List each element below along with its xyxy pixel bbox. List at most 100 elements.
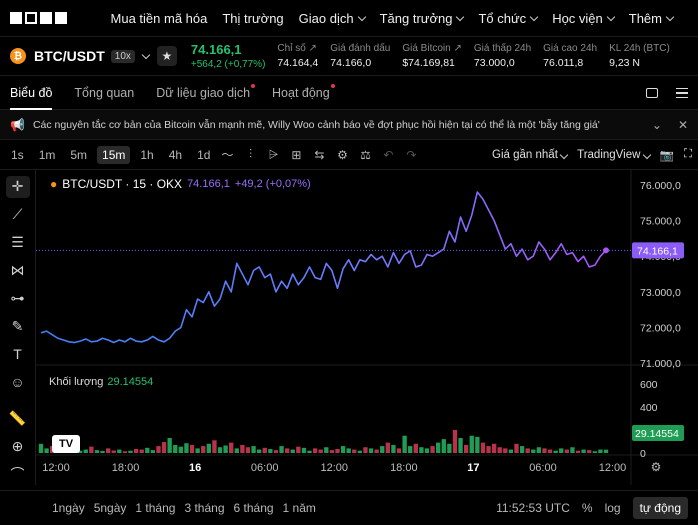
brush-icon[interactable]: ✎ [11, 317, 24, 334]
undo-icon[interactable]: ↶ [383, 147, 394, 162]
tab-overview[interactable]: Tổng quan [74, 76, 134, 110]
indicators-icon[interactable]: ⫶ [248, 147, 252, 161]
chevron-down-icon[interactable] [141, 50, 151, 59]
stat-24h-high: Giá cao 24h 76.011,8 [543, 43, 597, 69]
volume-bar [139, 449, 144, 453]
range-6m[interactable]: 6 tháng [233, 501, 274, 515]
volume-bar [318, 449, 323, 453]
trendline-icon[interactable]: ⟋ [12, 206, 23, 223]
redo-icon[interactable]: ↷ [406, 147, 417, 162]
volume-bar [357, 450, 363, 453]
emoji-icon[interactable]: ☺ [10, 374, 25, 391]
settings-icon[interactable]: ⚙ [337, 147, 348, 162]
volume-bar [212, 440, 217, 453]
log-toggle[interactable]: log [604, 501, 621, 515]
time-tick-label: 18:00 [112, 462, 140, 474]
nav-item-academy[interactable]: Học viện [552, 11, 616, 26]
nav-item-growth[interactable]: Tăng trưởng [380, 11, 465, 26]
volume-tick-label: 600 [640, 379, 658, 391]
compare-icon[interactable]: ⇆ [314, 147, 325, 162]
chevron-down-icon [456, 12, 465, 21]
external-link-icon[interactable]: ↗ [453, 43, 462, 54]
range-3m[interactable]: 3 tháng [184, 501, 225, 515]
nav-item-buy-crypto[interactable]: Mua tiền mã hóa [111, 11, 208, 26]
volume-bar [408, 446, 413, 453]
scale-icon[interactable]: ⚖ [360, 147, 371, 162]
timeframe-1d[interactable]: 1d [197, 147, 211, 162]
price-change: +564,2 (+0,77%) [190, 59, 266, 70]
auto-scale-toggle[interactable]: tự động [632, 497, 688, 519]
crosshair-icon[interactable]: ✛ [5, 176, 30, 198]
stat-label: Chỉ số [277, 43, 306, 54]
nav-label: Thị trường [222, 10, 284, 26]
line-chart-icon[interactable]: 〜 [221, 148, 234, 162]
tab-activity[interactable]: Hoạt động [272, 76, 335, 110]
timeframe-1m[interactable]: 1m [38, 147, 56, 162]
volume-bar [452, 429, 458, 453]
ruler-icon[interactable]: 📏 [8, 409, 27, 426]
external-link-icon[interactable]: ↗ [308, 43, 317, 54]
percent-toggle[interactable]: % [581, 501, 593, 515]
menu-icon[interactable] [676, 88, 688, 98]
tab-chart[interactable]: Biểu đồ [10, 76, 53, 110]
volume-bar [587, 450, 592, 453]
volume-bar [167, 438, 172, 453]
volume-legend: Khối lượng 29.14554 [49, 376, 153, 388]
volume-bar [491, 443, 497, 453]
volume-bar [486, 446, 491, 453]
range-1y[interactable]: 1 năm [282, 501, 316, 515]
pair-name[interactable]: BTC/USDT [34, 48, 105, 64]
timeframe-5m[interactable]: 5m [70, 147, 88, 162]
timeframe-1s[interactable]: 1s [11, 147, 24, 162]
star-icon[interactable]: ★ [156, 46, 177, 66]
volume-bar [598, 449, 603, 453]
template-icon[interactable]: ⊞ [291, 147, 302, 162]
volume-bar [329, 450, 335, 453]
volume-bar [178, 446, 184, 453]
volume-bar [201, 446, 206, 453]
nav-item-more[interactable]: Thêm [629, 11, 675, 26]
range-1m[interactable]: 1 tháng [135, 501, 176, 515]
notification-dot [330, 83, 335, 88]
magnet-icon[interactable]: ⌒ [10, 466, 25, 483]
volume-bar [89, 446, 94, 453]
volume-bar [424, 448, 430, 453]
range-5d[interactable]: 5ngày [93, 501, 127, 515]
chevron-down-icon [642, 150, 651, 159]
stat-mark-price: Giá đánh dấu 74.166,0 [330, 43, 390, 69]
utc-time[interactable]: 11:52:53 UTC [496, 501, 570, 515]
okx-logo[interactable] [10, 9, 73, 27]
timeframe-15m[interactable]: 15m [97, 145, 131, 164]
nav-item-markets[interactable]: Thị trường [222, 11, 283, 26]
chart-source-select[interactable]: TradingView [577, 149, 651, 161]
volume-bar [94, 450, 100, 453]
stat-value: $74.169,81 [402, 57, 455, 69]
time-tick-label: 12:00 [42, 462, 70, 474]
tradingview-logo[interactable]: TV [52, 435, 80, 453]
horizontal-lines-icon[interactable]: ☰ [11, 234, 24, 251]
camera-icon[interactable]: 📷 [659, 149, 674, 162]
fullscreen-icon[interactable]: ⛶ [683, 148, 692, 160]
timeframe-1h[interactable]: 1h [140, 147, 154, 162]
zoom-icon[interactable]: ⊕ [11, 437, 24, 454]
text-icon[interactable]: T [13, 346, 22, 363]
chart-type-icon[interactable]: ⩥ [268, 147, 279, 161]
close-icon[interactable]: ✕ [677, 117, 688, 132]
volume-bar [105, 448, 111, 453]
ticker-bar: ₿ BTC/USDT 10x ★ 74.166,1 +564,2 (+0,77%… [0, 36, 698, 76]
nav-item-trade[interactable]: Giao dịch [299, 11, 366, 26]
nav-item-institutions[interactable]: Tổ chức [478, 11, 539, 26]
timeframe-4h[interactable]: 4h [168, 147, 183, 162]
price-type-select[interactable]: Giá gần nhất [492, 149, 569, 161]
range-1d[interactable]: 1ngày [52, 501, 85, 515]
tab-trading-data[interactable]: Dữ liệu giao dịch [156, 76, 256, 110]
volume-tick-label: 400 [640, 402, 658, 414]
announcement-text[interactable]: Các nguyên tắc cơ bản của Bitcoin vẫn mạ… [32, 118, 600, 131]
tab-label: Tổng quan [74, 85, 135, 100]
measure-icon[interactable]: ⊶ [10, 290, 25, 307]
pattern-icon[interactable]: ⋈ [10, 262, 25, 279]
chevron-down-icon[interactable]: ⌄ [651, 117, 662, 132]
chevron-down-icon [529, 12, 539, 21]
window-icon[interactable] [646, 88, 658, 98]
price-chart[interactable]: 76.000,075.000,074.000,073.000,072.000,0… [36, 170, 698, 485]
